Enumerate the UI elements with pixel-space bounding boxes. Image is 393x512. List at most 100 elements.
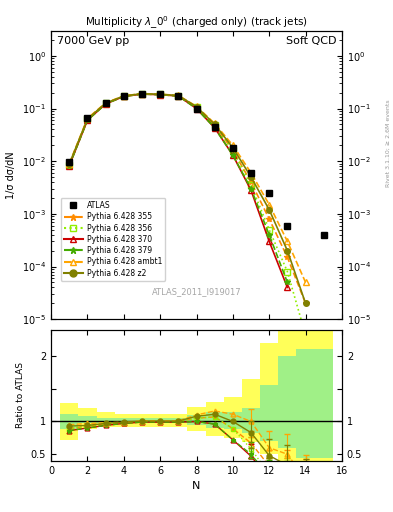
- ATLAS: [285, 223, 290, 229]
- Pythia 6.428 370: [194, 105, 199, 112]
- Pythia 6.428 370: [85, 117, 90, 123]
- Pythia 6.428 370: [212, 125, 217, 131]
- Pythia 6.428 ambt1: [67, 161, 72, 167]
- Pythia 6.428 ambt1: [85, 115, 90, 121]
- Pythia 6.428 356: [121, 93, 126, 99]
- Pythia 6.428 z2: [140, 91, 144, 97]
- Pythia 6.428 z2: [194, 104, 199, 110]
- Pythia 6.428 379: [231, 152, 235, 158]
- Pythia 6.428 370: [67, 163, 72, 169]
- Pythia 6.428 379: [85, 117, 90, 123]
- Pythia 6.428 z2: [67, 161, 72, 167]
- Pythia 6.428 355: [249, 179, 253, 185]
- Pythia 6.428 355: [212, 122, 217, 129]
- Pythia 6.428 370: [249, 187, 253, 194]
- Line: Pythia 6.428 379: Pythia 6.428 379: [66, 91, 290, 285]
- Pythia 6.428 370: [267, 238, 272, 244]
- Pythia 6.428 ambt1: [212, 120, 217, 126]
- Pythia 6.428 356: [231, 147, 235, 154]
- ATLAS: [212, 124, 217, 130]
- Pythia 6.428 356: [176, 93, 181, 99]
- Pythia 6.428 355: [158, 91, 163, 97]
- Pythia 6.428 379: [212, 125, 217, 131]
- Pythia 6.428 355: [303, 300, 308, 306]
- ATLAS: [176, 93, 181, 99]
- Pythia 6.428 355: [85, 116, 90, 122]
- Pythia 6.428 379: [267, 232, 272, 238]
- Pythia 6.428 355: [176, 93, 181, 99]
- Pythia 6.428 356: [67, 162, 72, 168]
- ATLAS: [67, 159, 72, 165]
- Pythia 6.428 379: [140, 91, 144, 97]
- ATLAS: [158, 91, 163, 97]
- Pythia 6.428 356: [267, 227, 272, 233]
- Line: Pythia 6.428 ambt1: Pythia 6.428 ambt1: [66, 91, 309, 285]
- Line: Pythia 6.428 z2: Pythia 6.428 z2: [66, 91, 309, 306]
- Line: Pythia 6.428 356: Pythia 6.428 356: [66, 91, 309, 338]
- Pythia 6.428 356: [303, 332, 308, 338]
- Pythia 6.428 370: [140, 91, 144, 97]
- Pythia 6.428 379: [121, 93, 126, 99]
- Pythia 6.428 370: [158, 92, 163, 98]
- Legend: ATLAS, Pythia 6.428 355, Pythia 6.428 356, Pythia 6.428 370, Pythia 6.428 379, P: ATLAS, Pythia 6.428 355, Pythia 6.428 35…: [61, 198, 165, 281]
- Text: Soft QCD: Soft QCD: [286, 36, 336, 47]
- Pythia 6.428 z2: [285, 248, 290, 254]
- Pythia 6.428 z2: [176, 93, 181, 99]
- Text: ATLAS_2011_I919017: ATLAS_2011_I919017: [152, 287, 241, 296]
- Pythia 6.428 ambt1: [103, 100, 108, 106]
- Pythia 6.428 ambt1: [285, 238, 290, 244]
- Pythia 6.428 z2: [121, 93, 126, 99]
- Pythia 6.428 ambt1: [121, 93, 126, 99]
- Pythia 6.428 355: [267, 216, 272, 222]
- Pythia 6.428 ambt1: [140, 91, 144, 97]
- Pythia 6.428 ambt1: [231, 142, 235, 148]
- Pythia 6.428 z2: [212, 121, 217, 127]
- Pythia 6.428 ambt1: [176, 92, 181, 98]
- Pythia 6.428 356: [194, 104, 199, 111]
- Pythia 6.428 z2: [158, 91, 163, 97]
- Pythia 6.428 355: [194, 104, 199, 111]
- Pythia 6.428 z2: [267, 207, 272, 213]
- Pythia 6.428 379: [67, 163, 72, 169]
- Pythia 6.428 ambt1: [267, 202, 272, 208]
- Pythia 6.428 356: [285, 269, 290, 275]
- Pythia 6.428 z2: [231, 145, 235, 151]
- Y-axis label: 1/σ dσ/dN: 1/σ dσ/dN: [6, 151, 17, 199]
- Pythia 6.428 ambt1: [249, 170, 253, 176]
- Pythia 6.428 355: [103, 100, 108, 106]
- Pythia 6.428 370: [121, 93, 126, 99]
- Pythia 6.428 z2: [303, 300, 308, 306]
- Pythia 6.428 356: [158, 91, 163, 97]
- Title: Multiplicity $\lambda\_0^0$ (charged only) (track jets): Multiplicity $\lambda\_0^0$ (charged onl…: [85, 14, 308, 31]
- Pythia 6.428 356: [85, 116, 90, 122]
- Pythia 6.428 370: [103, 101, 108, 107]
- Pythia 6.428 379: [176, 93, 181, 99]
- Pythia 6.428 356: [140, 91, 144, 97]
- Pythia 6.428 355: [140, 91, 144, 97]
- Pythia 6.428 379: [249, 186, 253, 192]
- Pythia 6.428 355: [121, 93, 126, 99]
- ATLAS: [194, 105, 199, 112]
- Pythia 6.428 370: [231, 152, 235, 158]
- ATLAS: [103, 99, 108, 105]
- Pythia 6.428 z2: [85, 116, 90, 122]
- Pythia 6.428 z2: [103, 100, 108, 106]
- ATLAS: [249, 170, 253, 176]
- Pythia 6.428 379: [285, 280, 290, 286]
- ATLAS: [231, 145, 235, 151]
- Pythia 6.428 379: [158, 92, 163, 98]
- Pythia 6.428 ambt1: [194, 103, 199, 110]
- Pythia 6.428 355: [67, 162, 72, 168]
- Pythia 6.428 356: [103, 100, 108, 106]
- Pythia 6.428 379: [194, 105, 199, 112]
- Pythia 6.428 ambt1: [303, 280, 308, 286]
- Line: Pythia 6.428 370: Pythia 6.428 370: [66, 91, 290, 290]
- X-axis label: N: N: [192, 481, 201, 491]
- ATLAS: [85, 115, 90, 121]
- Pythia 6.428 ambt1: [158, 91, 163, 97]
- Pythia 6.428 379: [103, 101, 108, 107]
- ATLAS: [121, 93, 126, 99]
- Pythia 6.428 356: [212, 122, 217, 129]
- Y-axis label: Ratio to ATLAS: Ratio to ATLAS: [16, 362, 25, 428]
- Pythia 6.428 370: [285, 284, 290, 290]
